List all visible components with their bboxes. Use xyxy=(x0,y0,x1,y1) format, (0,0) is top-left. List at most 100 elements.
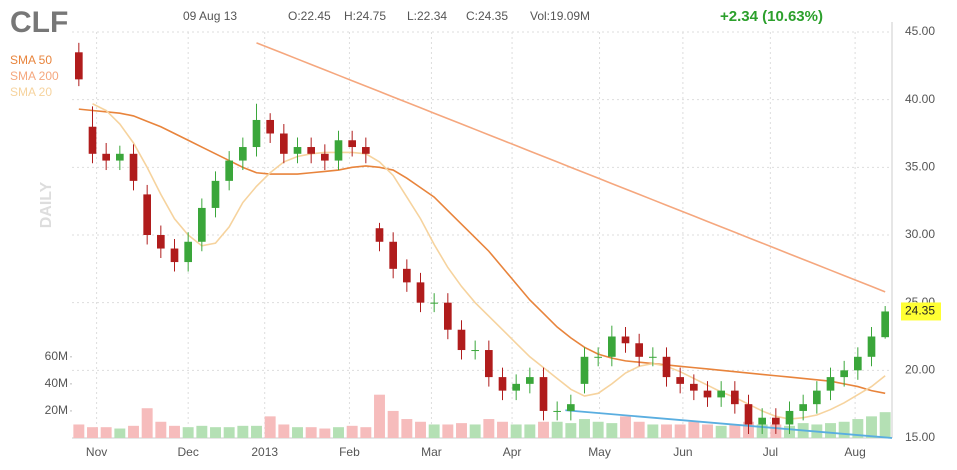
date: 09 Aug 13 xyxy=(183,9,237,23)
volume-bar xyxy=(333,427,344,438)
x-tick-label: Dec xyxy=(177,445,198,459)
candle-body xyxy=(785,410,794,425)
volume-bar xyxy=(73,424,85,438)
volume-bar xyxy=(702,424,713,438)
candle-body xyxy=(676,377,684,384)
y-tick-label: 35.00 xyxy=(905,160,935,174)
candle-body xyxy=(662,356,671,378)
candle-body xyxy=(457,329,466,351)
candle-body xyxy=(403,268,411,283)
candle-body xyxy=(143,194,151,235)
volume-bar xyxy=(715,425,727,438)
volume-bar xyxy=(87,427,98,438)
volume-bar xyxy=(305,427,317,438)
volume-bar xyxy=(114,428,126,438)
y-tick-label: 20.00 xyxy=(905,363,935,377)
candle-body xyxy=(75,52,83,80)
candle-body xyxy=(594,356,602,358)
candle-body xyxy=(731,390,739,405)
candle-body xyxy=(512,383,520,391)
volume-bar xyxy=(442,424,454,438)
volume-bar xyxy=(100,427,112,438)
volume-tick-label: 60M xyxy=(45,349,68,363)
candle-body xyxy=(280,133,288,154)
quote-volume: Vol:19.09M xyxy=(530,9,590,23)
volume-bar xyxy=(155,421,167,438)
volume-bar xyxy=(592,421,604,438)
x-tick-label: Feb xyxy=(339,445,360,459)
candle-body xyxy=(416,282,425,303)
candle-body xyxy=(116,153,124,161)
quote-open: O:22.45 xyxy=(288,9,331,23)
legend-entry: SMA 50 xyxy=(10,53,52,67)
candle-body xyxy=(854,356,862,371)
candle-body xyxy=(88,126,97,154)
volume-bar xyxy=(551,421,563,438)
ticker: CLF xyxy=(10,6,68,39)
candle-body xyxy=(772,417,780,425)
legend-entry: SMA 20 xyxy=(10,85,52,99)
volume-bar xyxy=(674,424,686,438)
y-tick-label: 15.00 xyxy=(905,430,935,444)
x-tick-label: May xyxy=(588,445,611,459)
sma-line xyxy=(92,103,886,420)
last-price-label: 24.35 xyxy=(905,304,935,318)
candle-body xyxy=(239,147,247,161)
candle-body xyxy=(826,377,835,391)
x-tick-label: Mar xyxy=(421,445,442,459)
candle-body xyxy=(198,207,206,242)
y-tick-label: 30.00 xyxy=(905,227,935,241)
volume-bar xyxy=(497,421,508,438)
candle-body xyxy=(758,417,766,425)
volume-bar xyxy=(292,427,303,438)
x-tick-label: 2013 xyxy=(251,445,278,459)
x-tick-label: Jul xyxy=(763,445,778,459)
candle-body xyxy=(799,404,807,411)
volume-bar xyxy=(620,416,631,438)
candle-body xyxy=(485,350,493,378)
volume-bar xyxy=(374,394,385,438)
volume-bar xyxy=(196,425,208,438)
volume-bar xyxy=(606,423,618,438)
volume-tick-label: 20M xyxy=(45,403,68,417)
volume-bar xyxy=(866,416,877,438)
volume-bar xyxy=(838,421,850,438)
volume-bar xyxy=(456,423,467,438)
candle-body xyxy=(867,336,876,357)
volume-bar xyxy=(237,425,249,438)
volume-bar xyxy=(319,428,331,438)
volume-bar xyxy=(387,410,399,438)
candle-body xyxy=(553,410,561,412)
candle-body xyxy=(498,377,507,391)
volume-bar xyxy=(579,419,590,438)
volume-tick-label: 40M xyxy=(45,376,68,390)
volume-bar xyxy=(251,425,262,438)
candle-body xyxy=(813,390,821,405)
candle-body xyxy=(717,390,725,398)
candle-body xyxy=(526,377,534,384)
volume-bar xyxy=(360,427,372,438)
sma-line xyxy=(78,108,886,395)
quote-high: H:24.75 xyxy=(344,9,386,23)
candle-body xyxy=(690,383,698,391)
legend-entry: SMA 200 xyxy=(10,69,59,83)
candle-body xyxy=(621,336,630,344)
volume-bar xyxy=(210,427,221,438)
trendline xyxy=(565,409,893,439)
last-price-box xyxy=(901,302,941,321)
candle-body xyxy=(321,153,329,161)
volume-bar xyxy=(852,419,864,438)
quote-low: L:22.34 xyxy=(407,9,447,23)
candle-body xyxy=(307,147,315,154)
volume-bar xyxy=(729,424,741,438)
candle-body xyxy=(184,241,192,263)
candle-body xyxy=(471,350,479,352)
x-tick-label: Jun xyxy=(673,445,692,459)
volume-bar xyxy=(538,421,549,438)
candle-body xyxy=(608,336,616,357)
volume-bar xyxy=(633,421,645,438)
x-tick-label: Apr xyxy=(503,445,522,459)
volume-bar xyxy=(483,419,495,438)
volume-bar xyxy=(661,424,672,438)
